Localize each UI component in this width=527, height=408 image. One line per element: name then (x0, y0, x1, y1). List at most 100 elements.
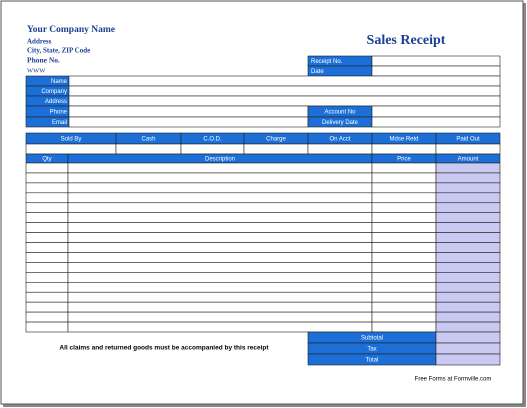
item-cell (435, 242, 501, 253)
cell-label: Tax (367, 347, 376, 353)
item-cell (25, 192, 69, 204)
receipt-value (371, 55, 501, 67)
item-cell (371, 301, 437, 313)
cell-label: Company (41, 89, 67, 95)
payment-value (115, 143, 182, 155)
cell-label: Cash (141, 137, 155, 143)
item-cell (25, 182, 69, 194)
item-cell (25, 272, 69, 283)
cell-label: Delivery Date (322, 120, 359, 126)
cell-label: Qty (42, 157, 51, 163)
account-value (371, 105, 501, 118)
item-cell (67, 192, 373, 204)
cell-label: Description (205, 157, 235, 163)
item-cell (371, 291, 437, 303)
receipt-value (371, 65, 501, 77)
item-cell (435, 202, 501, 214)
item-cell (67, 252, 373, 263)
item-cell (371, 262, 437, 273)
item-cell (371, 281, 437, 293)
item-cell (435, 182, 501, 194)
item-cell (435, 222, 501, 233)
company-web: WWW (27, 67, 46, 74)
item-cell (435, 232, 501, 243)
form-title: Sales Receipt (367, 33, 446, 48)
item-cell (25, 242, 69, 253)
item-cell (371, 172, 437, 184)
item-cell (25, 291, 69, 303)
payment-value (435, 143, 501, 155)
item-cell (371, 272, 437, 283)
cell-label: Receipt No. (311, 59, 343, 65)
item-cell (371, 212, 437, 223)
account-value (371, 116, 501, 128)
item-cell (435, 162, 501, 174)
item-cell (371, 192, 437, 204)
footer: Free Forms at Formville.com (415, 377, 492, 383)
cell-label: Charge (266, 137, 286, 143)
cell-label: Subtotal (361, 336, 383, 342)
item-cell (435, 301, 501, 313)
notice: All claims and returned goods must be ac… (59, 345, 269, 352)
cell-label: C.O.D. (203, 137, 222, 143)
item-cell (435, 172, 501, 184)
item-cell (25, 252, 69, 263)
item-cell (67, 311, 373, 323)
item-cell (371, 162, 437, 174)
customer-value (68, 75, 501, 87)
company-phone: Phone No. (27, 56, 60, 65)
payment-value (243, 143, 309, 155)
cell-label: Phone (50, 110, 68, 116)
item-cell (371, 242, 437, 253)
cell-label: Mdse Retd (389, 137, 418, 143)
item-cell (25, 301, 69, 313)
cell-label: Email (52, 120, 67, 126)
item-cell (25, 212, 69, 223)
cell-label: Paid Out (456, 137, 480, 143)
item-cell (67, 162, 373, 174)
item-cell (371, 321, 437, 333)
item-cell (67, 301, 373, 313)
cell-label: Sold By (61, 137, 82, 143)
total-value (435, 331, 501, 344)
item-cell (25, 232, 69, 243)
item-cell (67, 281, 373, 293)
cell-label: On Acct (329, 137, 350, 143)
cell-label: Account No (324, 110, 356, 116)
item-cell (67, 172, 373, 184)
company-name: Your Company Name (27, 25, 115, 35)
item-cell (371, 311, 437, 323)
item-cell (435, 262, 501, 273)
item-cell (371, 252, 437, 263)
payment-value (307, 143, 373, 155)
item-cell (25, 172, 69, 184)
item-cell (67, 262, 373, 273)
item-cell (371, 232, 437, 243)
item-cell (67, 232, 373, 243)
item-cell (435, 192, 501, 204)
item-cell (67, 272, 373, 283)
cell-label: Date (311, 69, 324, 75)
item-cell (25, 311, 69, 323)
item-cell (435, 291, 501, 303)
item-cell (435, 272, 501, 283)
item-cell (25, 162, 69, 174)
total-value (435, 353, 501, 366)
item-cell (67, 242, 373, 253)
cell-label: Price (397, 157, 411, 163)
payment-value (25, 143, 117, 155)
item-cell (67, 212, 373, 223)
item-cell (25, 281, 69, 293)
item-cell (435, 281, 501, 293)
total-value (435, 342, 501, 355)
item-cell (371, 182, 437, 194)
item-cell (25, 321, 69, 333)
item-cell (435, 321, 501, 333)
company-city: City, State, ZIP Code (27, 47, 90, 55)
item-cell (67, 222, 373, 233)
item-cell (67, 182, 373, 194)
company-address: Address (27, 38, 52, 46)
item-cell (25, 202, 69, 214)
cell-label: Total (366, 358, 379, 364)
